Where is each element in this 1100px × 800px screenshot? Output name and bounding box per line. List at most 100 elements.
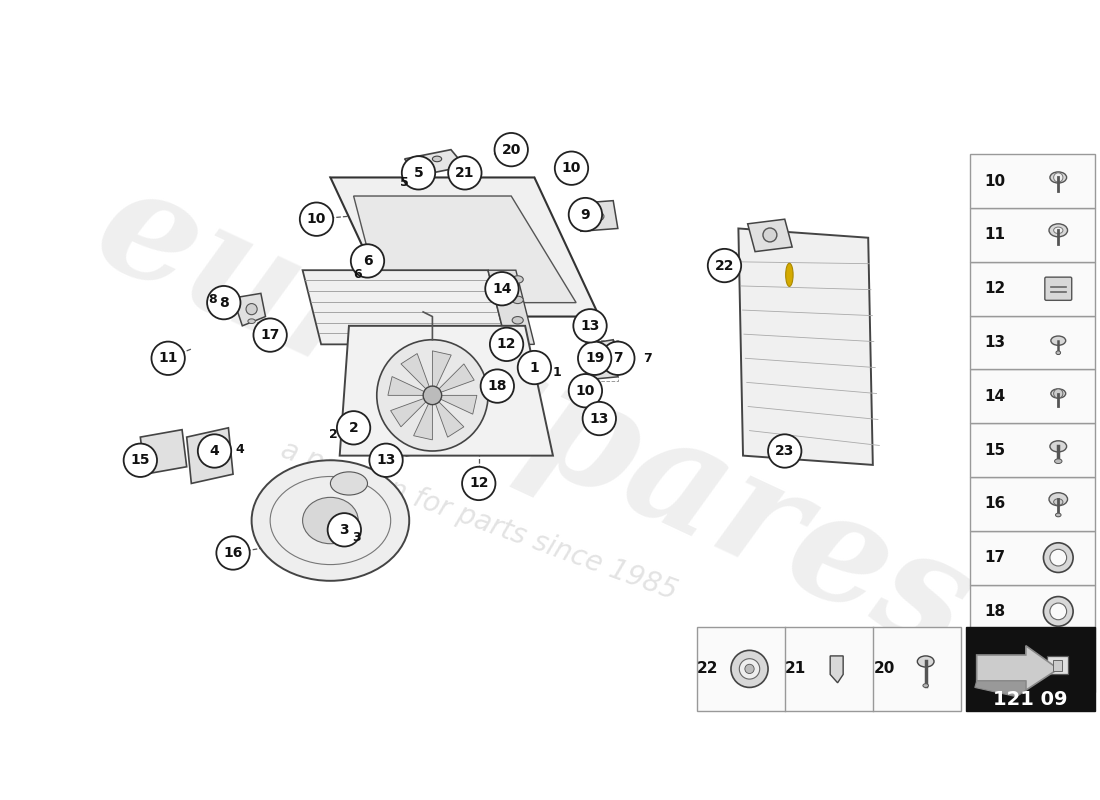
Circle shape bbox=[732, 650, 768, 687]
Text: 20: 20 bbox=[502, 142, 521, 157]
Ellipse shape bbox=[201, 442, 214, 459]
Text: 121 09: 121 09 bbox=[993, 690, 1068, 709]
Circle shape bbox=[707, 249, 741, 282]
Ellipse shape bbox=[302, 498, 359, 544]
Text: 23: 23 bbox=[776, 444, 794, 458]
Ellipse shape bbox=[1049, 224, 1067, 237]
Text: 3: 3 bbox=[352, 530, 361, 544]
Text: 3: 3 bbox=[340, 523, 349, 537]
Text: 1: 1 bbox=[529, 361, 539, 374]
Text: 15: 15 bbox=[984, 442, 1005, 458]
Ellipse shape bbox=[763, 228, 777, 242]
Text: 22: 22 bbox=[697, 662, 718, 676]
Bar bbox=[696, 627, 961, 710]
Text: 10: 10 bbox=[307, 212, 327, 226]
Text: 10: 10 bbox=[575, 384, 595, 398]
Circle shape bbox=[495, 133, 528, 166]
Ellipse shape bbox=[1050, 336, 1066, 346]
Circle shape bbox=[578, 342, 612, 375]
Polygon shape bbox=[400, 354, 430, 390]
Circle shape bbox=[569, 198, 602, 231]
Text: 13: 13 bbox=[984, 335, 1005, 350]
Text: 16: 16 bbox=[984, 496, 1005, 511]
Text: 7: 7 bbox=[613, 351, 623, 366]
Text: 19: 19 bbox=[984, 658, 1005, 673]
Text: 12: 12 bbox=[497, 338, 516, 351]
Ellipse shape bbox=[513, 276, 524, 283]
Text: 13: 13 bbox=[376, 454, 396, 467]
Text: 15: 15 bbox=[131, 454, 150, 467]
Polygon shape bbox=[233, 294, 265, 326]
Bar bbox=[1047, 656, 1067, 674]
Circle shape bbox=[448, 156, 482, 190]
Text: eurospares: eurospares bbox=[75, 151, 994, 686]
Circle shape bbox=[745, 664, 755, 674]
Bar bbox=[970, 585, 1096, 638]
Ellipse shape bbox=[248, 319, 255, 323]
Text: 14: 14 bbox=[492, 282, 512, 296]
Ellipse shape bbox=[1054, 227, 1063, 234]
Text: 10: 10 bbox=[562, 161, 581, 175]
Circle shape bbox=[518, 351, 551, 384]
Circle shape bbox=[217, 536, 250, 570]
Polygon shape bbox=[440, 395, 477, 414]
Bar bbox=[970, 477, 1096, 530]
Bar bbox=[970, 638, 1096, 692]
Text: 13: 13 bbox=[590, 411, 609, 426]
Text: 6: 6 bbox=[363, 254, 372, 268]
Polygon shape bbox=[141, 430, 187, 474]
Bar bbox=[970, 370, 1096, 423]
Circle shape bbox=[583, 402, 616, 435]
Circle shape bbox=[1054, 389, 1063, 398]
Text: 1: 1 bbox=[553, 366, 562, 378]
Text: 8: 8 bbox=[219, 296, 229, 310]
Text: 5: 5 bbox=[400, 176, 409, 189]
Circle shape bbox=[424, 386, 442, 405]
Ellipse shape bbox=[246, 303, 257, 314]
Bar bbox=[970, 423, 1096, 477]
Ellipse shape bbox=[1056, 351, 1060, 354]
Polygon shape bbox=[975, 681, 1026, 697]
Ellipse shape bbox=[917, 656, 934, 667]
Circle shape bbox=[207, 286, 241, 319]
Polygon shape bbox=[748, 219, 792, 252]
Text: 11: 11 bbox=[984, 227, 1005, 242]
Text: 22: 22 bbox=[715, 258, 734, 273]
Text: 11: 11 bbox=[158, 351, 178, 366]
Polygon shape bbox=[585, 340, 618, 380]
Circle shape bbox=[462, 466, 495, 500]
Polygon shape bbox=[388, 377, 425, 395]
Circle shape bbox=[370, 443, 403, 477]
Ellipse shape bbox=[432, 156, 442, 162]
Text: 16: 16 bbox=[223, 546, 243, 560]
Text: 18: 18 bbox=[487, 379, 507, 393]
Polygon shape bbox=[405, 150, 465, 176]
Polygon shape bbox=[390, 398, 427, 427]
FancyBboxPatch shape bbox=[1045, 277, 1071, 300]
Polygon shape bbox=[576, 201, 618, 231]
Circle shape bbox=[1044, 542, 1074, 573]
Ellipse shape bbox=[1054, 498, 1063, 506]
Text: 4: 4 bbox=[235, 442, 244, 456]
Circle shape bbox=[377, 340, 488, 451]
Polygon shape bbox=[432, 351, 451, 388]
Circle shape bbox=[481, 370, 514, 402]
Ellipse shape bbox=[1050, 389, 1066, 398]
Text: 4: 4 bbox=[210, 444, 219, 458]
Bar bbox=[970, 154, 1096, 208]
Text: 8: 8 bbox=[208, 294, 217, 306]
Circle shape bbox=[739, 658, 760, 679]
Ellipse shape bbox=[252, 460, 409, 581]
Circle shape bbox=[485, 272, 518, 306]
Polygon shape bbox=[738, 229, 872, 465]
Text: 2: 2 bbox=[329, 428, 338, 441]
Circle shape bbox=[1049, 550, 1067, 566]
Polygon shape bbox=[830, 656, 844, 683]
Text: 6: 6 bbox=[353, 268, 362, 282]
Ellipse shape bbox=[513, 296, 524, 303]
Ellipse shape bbox=[1049, 493, 1067, 506]
Text: 17: 17 bbox=[261, 328, 279, 342]
Polygon shape bbox=[977, 646, 1058, 690]
Text: 18: 18 bbox=[984, 604, 1005, 619]
Bar bbox=[970, 530, 1096, 585]
